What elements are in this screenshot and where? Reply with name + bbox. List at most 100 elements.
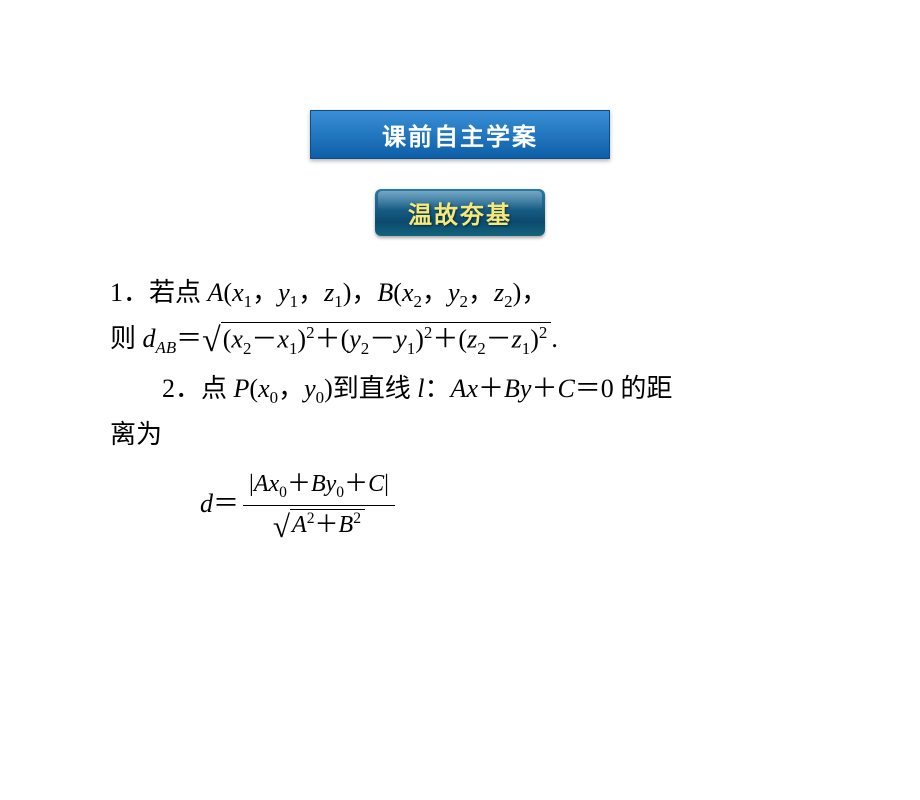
sq3: 2 (539, 323, 547, 342)
den-A2: 2 (307, 510, 315, 527)
denominator: √A2＋B2 (267, 506, 371, 542)
then-text: 则 (110, 324, 143, 353)
tail2-text: 离为 (110, 420, 162, 449)
num-y0: 0 (336, 484, 344, 501)
radical-icon: √ (202, 324, 221, 361)
A-comma: ， (351, 278, 377, 307)
sq1: 2 (306, 323, 314, 342)
line-l: l (417, 374, 424, 403)
A-z: z (324, 278, 334, 307)
y2s: 2 (361, 339, 369, 358)
den-A: A (292, 512, 307, 538)
den-sqrt: √A2＋B2 (273, 509, 365, 540)
plus-1: ＋ (315, 325, 341, 354)
B-c2: ， (468, 278, 494, 307)
B-c1: ， (422, 278, 448, 307)
num-plus1: ＋ (287, 471, 311, 497)
item-1-line-2: 则 dAB＝√(x2－x1)2＋(y2－y1)2＋(z2－z1)2. (110, 317, 810, 363)
numerator: |Ax0＋By0＋C| (243, 467, 395, 506)
radicand: (x2－x1)2＋(y2－y1)2＋(z2－z1)2 (221, 322, 552, 359)
num-B: B (311, 471, 326, 497)
eq-sign-2: ＝ (213, 482, 239, 526)
item-1-label: 1． (110, 278, 149, 307)
plus-2: ＋ (432, 325, 458, 354)
minus-2: － (369, 325, 395, 354)
eq-sign: ＝ (176, 324, 202, 353)
sub-badge: 温故夯基 (375, 189, 545, 236)
item-2-line-2: 离为 (110, 413, 810, 457)
B-x-sub: 2 (414, 292, 422, 311)
item-2-lead: 点 (201, 374, 234, 403)
eq-x: x (466, 374, 478, 403)
den-radical-icon: √ (273, 511, 290, 542)
den-radicand: A2＋B2 (290, 509, 365, 540)
B-comma: ， (521, 278, 547, 307)
y1s: 1 (407, 339, 415, 358)
content-block: 1．若点 A(x1，y1，z1)，B(x2，y2，z2)， 则 dAB＝√(x2… (110, 271, 810, 542)
eq-zero: ＝0 (575, 374, 621, 403)
A-open: ( (223, 278, 232, 307)
num-plus2: ＋ (344, 471, 368, 497)
num-A: A (254, 471, 269, 497)
den-B2: 2 (353, 510, 361, 527)
B-y: y (448, 278, 460, 307)
sub-title: 温故夯基 (408, 202, 512, 229)
A-c1: ， (252, 278, 278, 307)
num-C: C (368, 471, 384, 497)
B-z-sub: 2 (504, 292, 512, 311)
item-2-line-1: 2．点 P(x0，y0)到直线 l：Ax＋By＋C＝0 的距 (110, 367, 810, 413)
header-title: 课前自主学案 (382, 124, 538, 151)
eq-plus2: ＋ (531, 374, 557, 403)
period: . (551, 324, 558, 353)
P-open: ( (249, 374, 258, 403)
point-A: A (208, 278, 224, 307)
minus-3: － (486, 325, 512, 354)
item-1-line-1: 1．若点 A(x1，y1，z1)，B(x2，y2，z2)， (110, 271, 810, 317)
header-badge: 课前自主学案 (310, 110, 610, 159)
eq-C: C (557, 374, 574, 403)
point-B: B (377, 278, 393, 307)
tail-text: 的距 (620, 374, 672, 403)
colon: ： (425, 374, 451, 403)
den-B: B (339, 512, 354, 538)
fraction: |Ax0＋By0＋C| √A2＋B2 (243, 467, 395, 542)
d-var: d (143, 324, 156, 353)
eq-plus1: ＋ (478, 374, 504, 403)
B-x: x (402, 278, 414, 307)
P-y-sub: 0 (316, 388, 324, 407)
to-text: 到直线 (333, 374, 418, 403)
B-close: ) (513, 278, 522, 307)
item-2-label: 2． (162, 374, 201, 403)
num-x0: 0 (279, 484, 287, 501)
P-close: ) (324, 374, 333, 403)
A-y: y (278, 278, 290, 307)
item-1-lead: 若点 (149, 278, 208, 307)
A-x: x (232, 278, 244, 307)
num-x: x (269, 471, 280, 497)
eq-B: B (504, 374, 520, 403)
bar-close: | (384, 471, 389, 497)
B-z: z (494, 278, 504, 307)
P-y: y (304, 374, 316, 403)
d-var-2: d (200, 482, 213, 526)
A-c2: ， (298, 278, 324, 307)
num-y: y (326, 471, 337, 497)
distance-formula: d＝ |Ax0＋By0＋C| √A2＋B2 (200, 467, 810, 542)
A-y-sub: 1 (290, 292, 298, 311)
P-c: ， (278, 374, 304, 403)
B-y-sub: 2 (460, 292, 468, 311)
eq-y: y (520, 374, 532, 403)
sqrt-expr: √(x2－x1)2＋(y2－y1)2＋(z2－z1)2 (202, 322, 551, 359)
A-z-sub: 1 (334, 292, 342, 311)
z2s: 2 (477, 339, 485, 358)
point-P: P (234, 374, 250, 403)
z1s: 1 (522, 339, 530, 358)
B-open: ( (393, 278, 402, 307)
eq-A: A (451, 374, 467, 403)
P-x: x (258, 374, 270, 403)
minus-1: － (251, 325, 277, 354)
P-x-sub: 0 (270, 388, 278, 407)
A-x-sub: 1 (244, 292, 252, 311)
den-plus: ＋ (315, 512, 339, 538)
d-sub: AB (156, 338, 177, 357)
